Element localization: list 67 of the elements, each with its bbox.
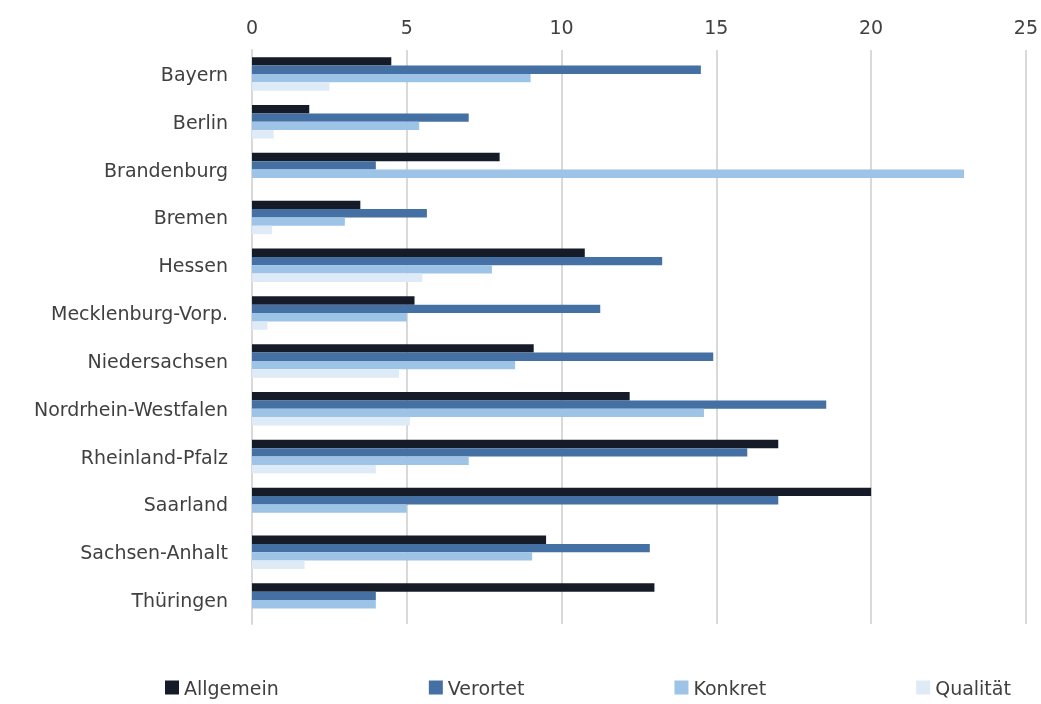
bar <box>252 296 415 305</box>
y-tick-label: Niedersachsen <box>87 349 228 372</box>
y-tick-label: Berlin <box>172 110 228 133</box>
bar <box>252 560 305 569</box>
bar <box>252 456 469 465</box>
y-tick-label: Brandenburg <box>104 158 228 181</box>
y-tick-label: Rheinland-Pfalz <box>80 445 229 468</box>
y-tick-label: Bayern <box>160 62 228 85</box>
bar <box>252 200 361 210</box>
bar <box>252 225 273 235</box>
legend-label: Qualität <box>935 676 1011 699</box>
y-tick-label: Hessen <box>158 254 228 277</box>
bar <box>252 543 650 553</box>
x-tick-label: 5 <box>400 15 413 38</box>
bar <box>252 73 531 83</box>
y-tick-label: Bremen <box>153 206 228 229</box>
bar <box>252 161 376 170</box>
bar <box>252 304 601 314</box>
bar <box>252 352 714 361</box>
bar <box>252 321 268 330</box>
bar <box>252 369 400 378</box>
bar <box>252 82 330 91</box>
y-tick-label: Thüringen <box>130 589 228 612</box>
y-tick-label: Sachsen-Anhalt <box>80 541 228 564</box>
bar <box>252 552 533 561</box>
x-tick-label: 25 <box>1013 15 1039 38</box>
bar <box>252 248 585 257</box>
bar <box>252 209 427 218</box>
bar <box>252 600 376 609</box>
bar <box>252 448 748 457</box>
bar <box>252 496 779 505</box>
bar <box>252 313 407 322</box>
bar <box>252 417 410 426</box>
bar <box>252 256 663 266</box>
bar <box>252 65 701 74</box>
bar <box>252 583 655 592</box>
bar <box>252 392 630 401</box>
x-tick-label: 15 <box>704 15 729 38</box>
bar <box>252 591 376 601</box>
bar <box>252 152 500 162</box>
bar <box>252 487 872 497</box>
bar <box>252 105 310 114</box>
bar <box>252 360 516 370</box>
bar <box>252 535 547 544</box>
bar <box>252 464 376 474</box>
bar <box>252 121 420 131</box>
bar <box>252 57 392 66</box>
y-tick-label: Saarland <box>143 493 228 516</box>
legend-label: Verortet <box>447 676 525 699</box>
bar <box>252 217 345 226</box>
x-tick-label: 20 <box>859 15 884 38</box>
y-tick-label: Nordrhein-Westfalen <box>33 397 228 420</box>
bar <box>252 408 704 418</box>
bar <box>252 169 964 178</box>
bar <box>252 130 274 139</box>
bar <box>252 504 407 513</box>
bar <box>252 344 534 353</box>
bar <box>252 113 469 122</box>
legend-label: Allgemein <box>184 676 279 699</box>
x-tick-label: 0 <box>245 15 259 38</box>
bar <box>252 273 423 282</box>
bar <box>252 439 779 449</box>
bar <box>252 265 492 274</box>
x-tick-label: 10 <box>549 15 574 38</box>
y-tick-label: Mecklenburg-Vorp. <box>51 302 228 325</box>
legend-label: Konkret <box>693 676 767 699</box>
bar <box>252 400 827 409</box>
